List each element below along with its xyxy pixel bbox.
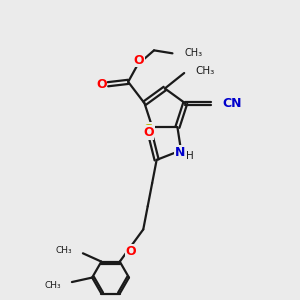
Text: N: N [175,146,185,159]
Text: O: O [143,126,154,139]
Text: H: H [186,151,194,161]
Text: CH₃: CH₃ [185,48,203,58]
Text: CH₃: CH₃ [55,246,72,255]
Text: S: S [145,123,154,136]
Text: CN: CN [223,98,242,110]
Text: CH₃: CH₃ [44,280,61,290]
Text: CH₃: CH₃ [196,66,215,76]
Text: O: O [125,245,136,258]
Text: O: O [96,78,107,91]
Text: O: O [134,54,145,67]
